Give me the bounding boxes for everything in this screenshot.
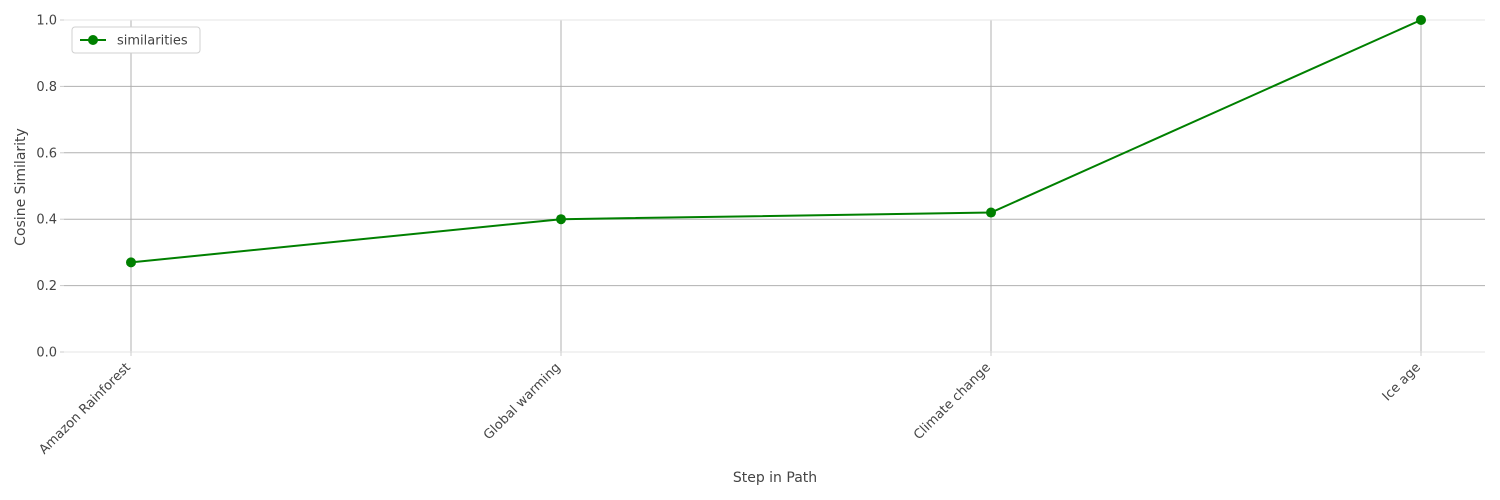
- x-tick-label: Global warming: [481, 360, 564, 443]
- x-tick-label: Amazon Rainforest: [36, 360, 133, 457]
- series-line: [130, 19, 1422, 264]
- y-axis-label: Cosine Similarity: [13, 128, 29, 246]
- x-tick-label: Climate change: [911, 360, 994, 443]
- y-tick-label: 0.2: [36, 279, 57, 294]
- legend-marker: [88, 35, 98, 45]
- y-tick-label: 0.8: [36, 80, 57, 95]
- legend: similarities: [71, 26, 201, 54]
- y-tick-label: 0.0: [36, 346, 57, 361]
- data-point: [556, 214, 566, 225]
- x-tick-label: Ice age: [1380, 360, 1424, 404]
- y-axis-ticks: 0.0 0.2 0.4 0.6 0.8 1.0: [36, 14, 64, 361]
- x-axis-label: Step in Path: [733, 470, 817, 486]
- y-tick-label: 0.6: [36, 146, 57, 161]
- axes-frame: [64, 19, 1485, 353]
- series-layer: [126, 15, 1426, 268]
- legend-label: similarities: [117, 34, 188, 49]
- y-tick-label: 0.4: [36, 213, 57, 228]
- data-point: [1416, 15, 1426, 25]
- legend-box: [71, 26, 201, 54]
- x-axis-ticks: Amazon Rainforest Global warming Climate c…: [36, 352, 1424, 458]
- data-point: [126, 257, 136, 268]
- y-tick-label: 1.0: [36, 14, 57, 29]
- grid: [64, 20, 1485, 352]
- data-point: [986, 207, 996, 218]
